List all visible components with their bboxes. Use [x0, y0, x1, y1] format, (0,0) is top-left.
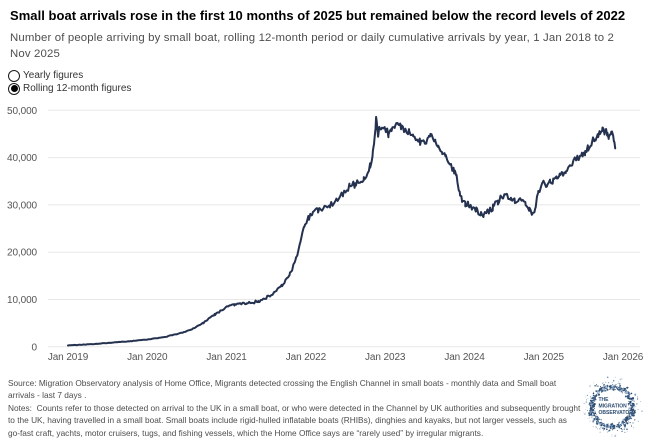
svg-text:30,000: 30,000 — [7, 200, 38, 211]
svg-text:50,000: 50,000 — [7, 106, 38, 117]
svg-text:10,000: 10,000 — [7, 295, 38, 306]
svg-text:20,000: 20,000 — [7, 248, 38, 259]
svg-text:MIGRATION: MIGRATION — [599, 404, 628, 410]
svg-text:THE: THE — [599, 397, 610, 403]
svg-text:40,000: 40,000 — [7, 153, 38, 164]
svg-text:Jan 2020: Jan 2020 — [127, 352, 168, 363]
svg-text:Jan 2024: Jan 2024 — [444, 352, 485, 363]
svg-text:OBSERVATORY: OBSERVATORY — [599, 410, 637, 416]
svg-text:Jan 2022: Jan 2022 — [286, 352, 327, 363]
svg-text:Jan 2026: Jan 2026 — [603, 352, 644, 363]
svg-text:Jan 2019: Jan 2019 — [48, 352, 89, 363]
svg-text:0: 0 — [32, 342, 38, 353]
svg-text:Jan 2021: Jan 2021 — [206, 352, 247, 363]
svg-text:Jan 2025: Jan 2025 — [524, 352, 565, 363]
svg-text:Jan 2023: Jan 2023 — [365, 352, 406, 363]
